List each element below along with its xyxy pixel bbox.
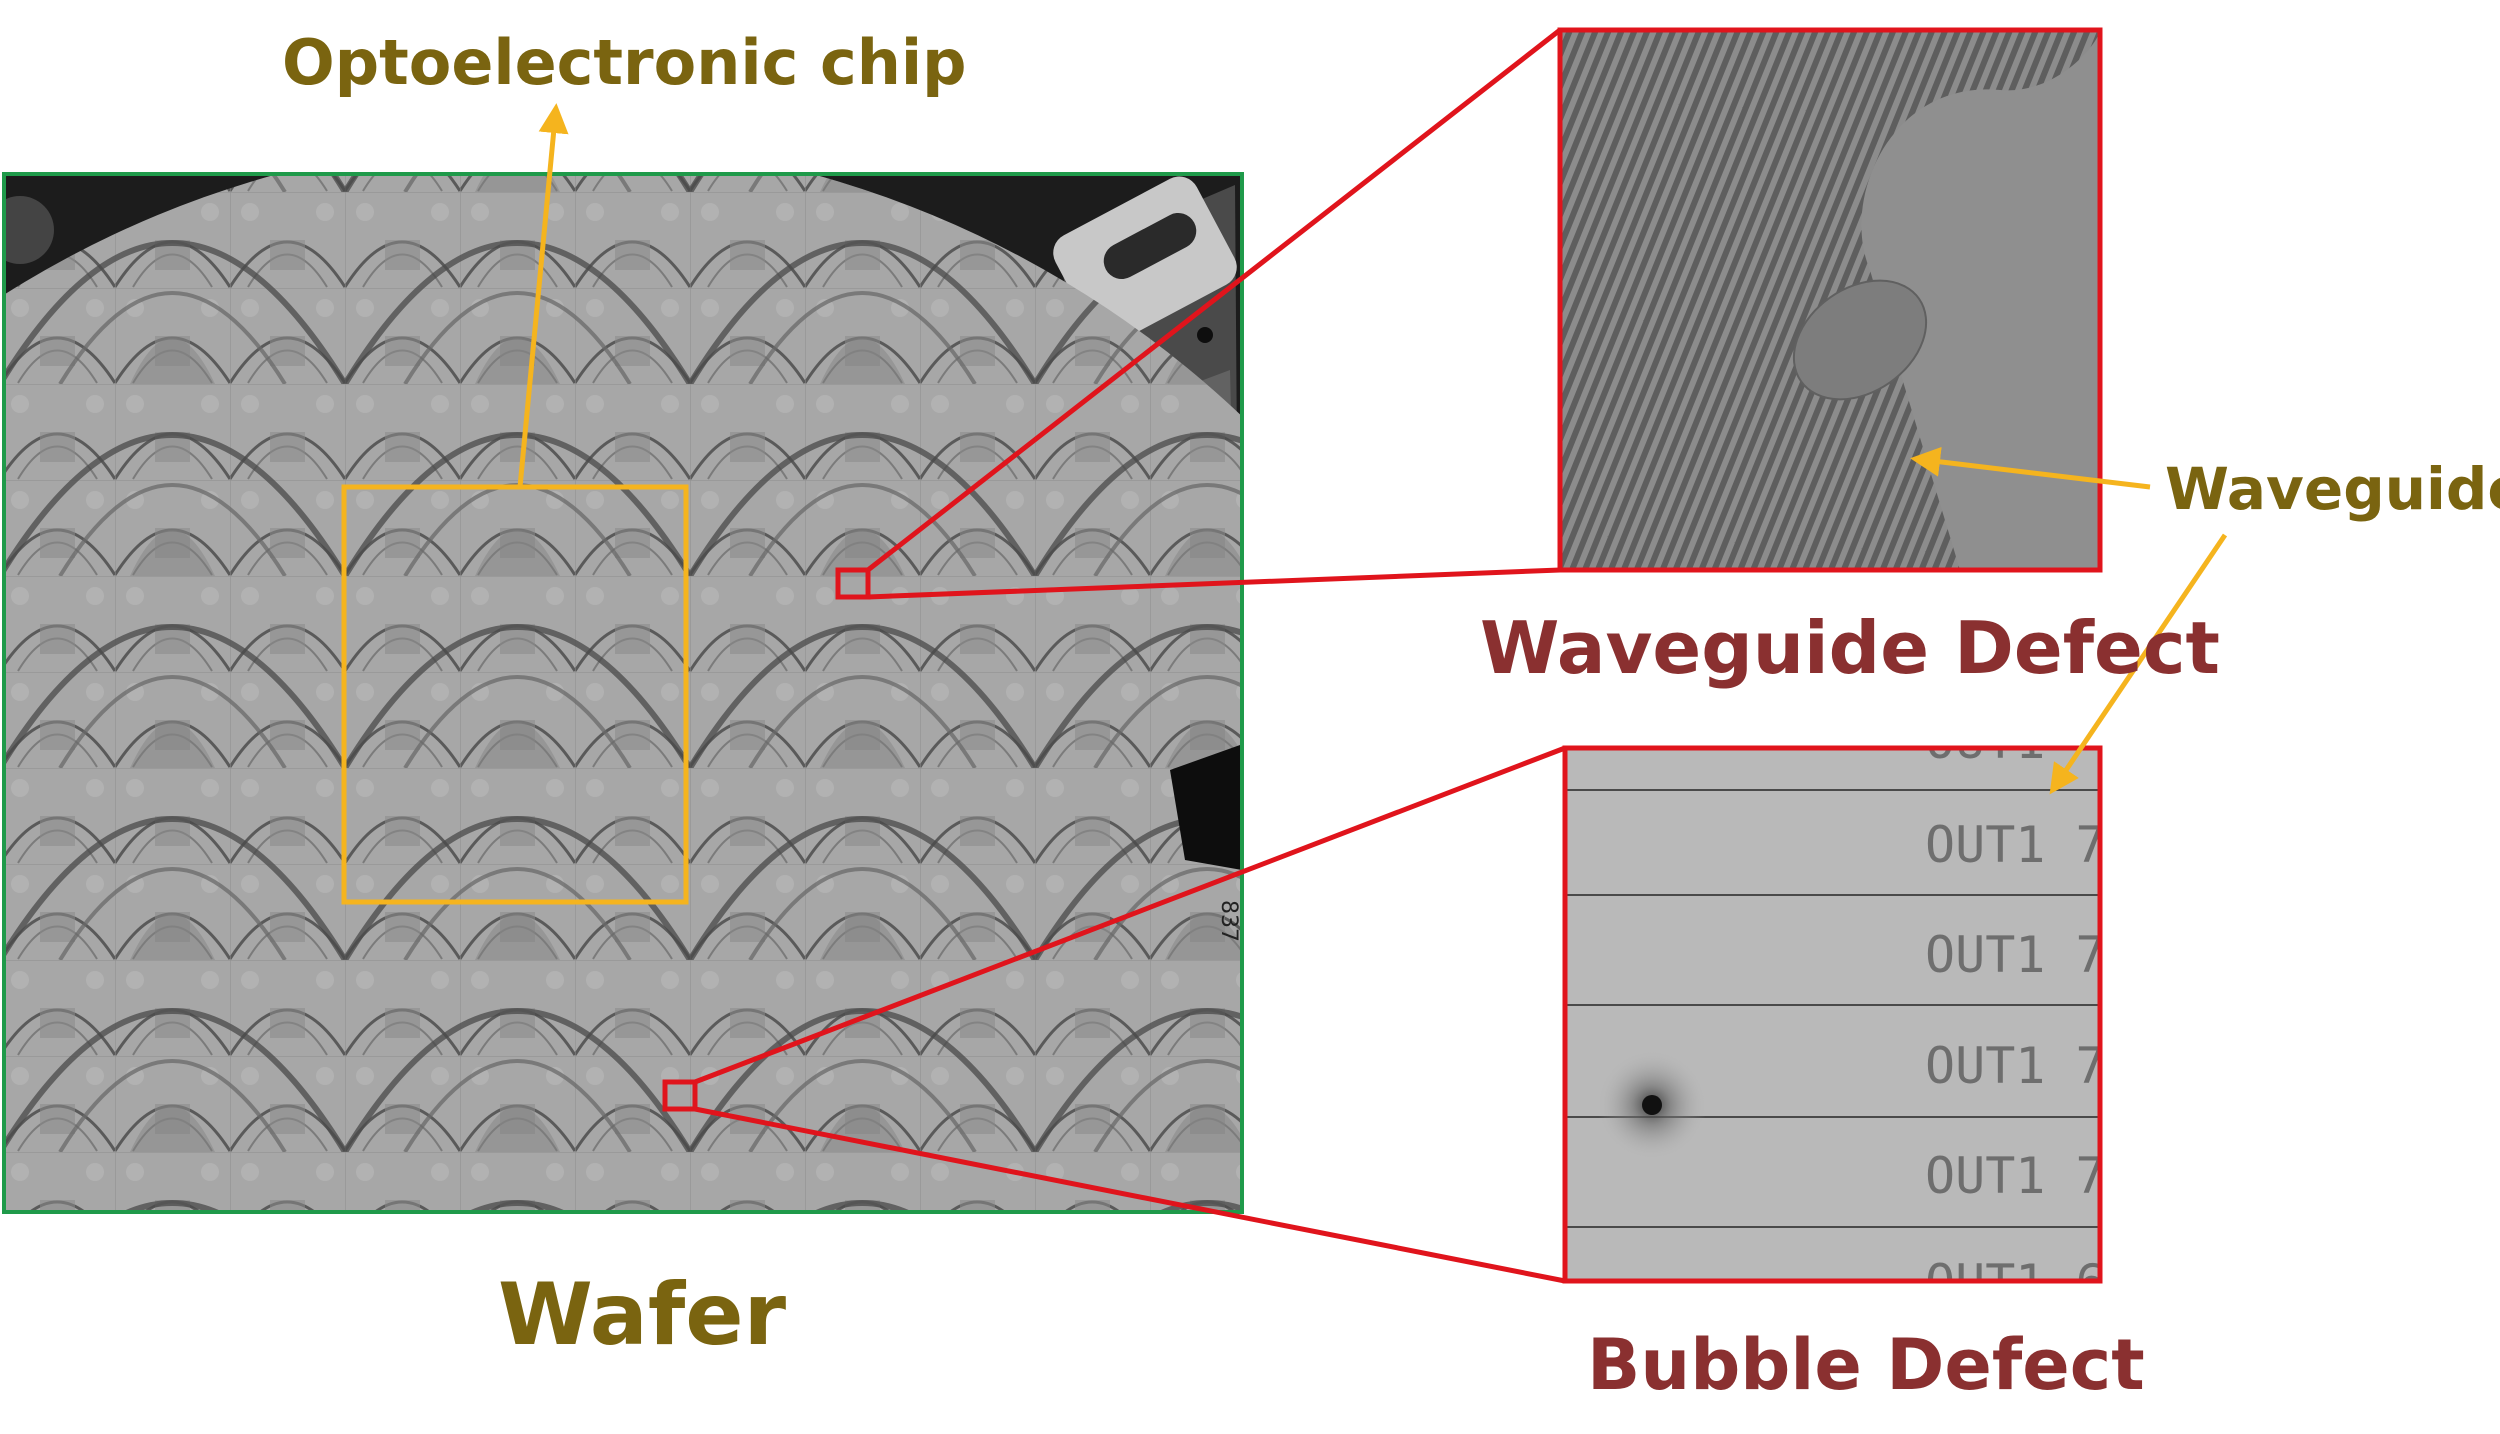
wafer-frame bbox=[2, 172, 1244, 1214]
waveguide-defect-source-box bbox=[835, 567, 871, 600]
bubble-row-label-2: OUT1 72 bbox=[1925, 926, 2136, 984]
svg-text:837: 837 bbox=[1216, 900, 1241, 942]
bubble-defect-label: Bubble Defect bbox=[1587, 1324, 2145, 1406]
waveguide-arrow-top bbox=[1910, 446, 2151, 490]
bubble-row-label-1: OUT1 73 bbox=[1925, 816, 2136, 874]
wafer-image: 837 bbox=[4, 174, 1242, 1212]
waveguide-label: Waveguide bbox=[2165, 455, 2500, 523]
bubble-row-label-5: OUT1 69 bbox=[1925, 1254, 2136, 1312]
callout-line-bottom-2 bbox=[694, 1106, 1566, 1284]
bubble-row-label-0: OUT1 bbox=[1925, 712, 2045, 770]
defect-blob bbox=[1792, 279, 1928, 401]
optoelectronic-chip-label: Optoelectronic chip bbox=[282, 26, 967, 99]
bubble-core bbox=[1642, 1095, 1662, 1115]
bubble-defect-source-box bbox=[662, 1079, 698, 1112]
chip-arrow bbox=[517, 103, 569, 488]
waveguide-defect-image bbox=[1560, 30, 2100, 570]
waveguide-defect-frame bbox=[1557, 27, 2103, 573]
bubble-row-label-3: OUT1 71 bbox=[1925, 1037, 2136, 1095]
waveguide-arrow-bottom bbox=[2049, 533, 2228, 795]
callout-line-top-1 bbox=[866, 28, 1562, 572]
waveguide-defect-label: Waveguide Defect bbox=[1480, 606, 2220, 690]
callout-line-bottom-1 bbox=[867, 567, 1561, 600]
bubble-defect-image: OUT1 OUT1 73 OUT1 72 OUT1 71 OUT1 70 OUT… bbox=[1565, 712, 2136, 1312]
bubble-defect-frame bbox=[1562, 745, 2103, 1284]
callout-line-top-2 bbox=[694, 745, 1566, 1085]
chip-highlight-box bbox=[341, 484, 689, 905]
bubble-row-label-4: OUT1 70 bbox=[1925, 1147, 2136, 1205]
wafer-label: Wafer bbox=[498, 1265, 786, 1365]
